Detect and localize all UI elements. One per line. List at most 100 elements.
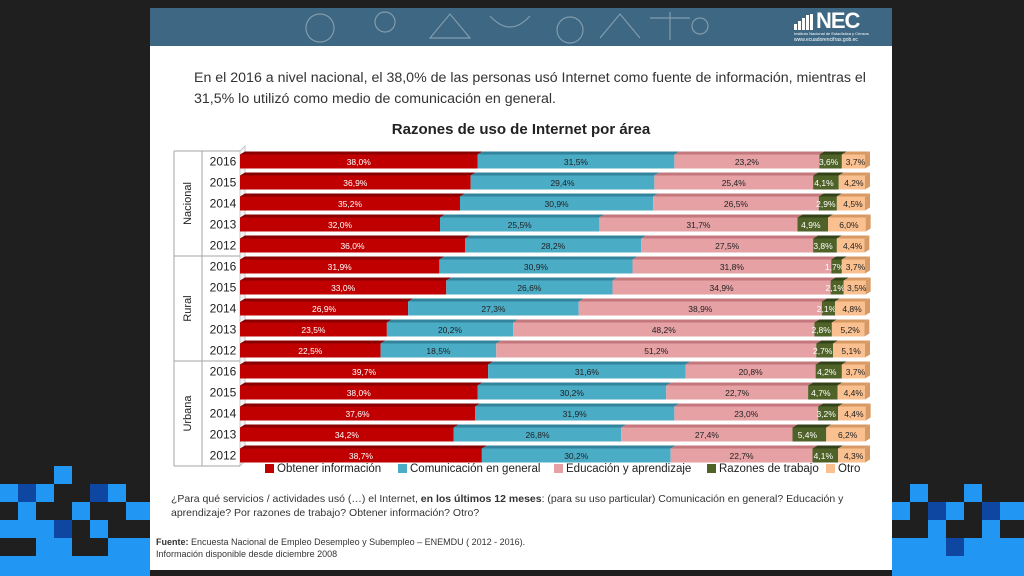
data-label: 4,1% — [814, 178, 834, 188]
bar-segment-top — [654, 172, 819, 176]
bar-segment — [814, 322, 832, 337]
data-label: 3,2% — [816, 409, 836, 419]
data-label: 2,8% — [811, 325, 831, 335]
data-label: 4,4% — [844, 409, 864, 419]
data-label: 31,8% — [720, 262, 745, 272]
bar-segment — [578, 301, 822, 316]
bar-segment — [641, 238, 814, 253]
data-label: 2,9% — [816, 199, 836, 209]
bar-segment — [470, 175, 655, 190]
bar-end-face — [865, 445, 870, 463]
data-label: 33,0% — [331, 283, 356, 293]
bar-segment-top — [578, 298, 827, 302]
bar-segment-top — [408, 298, 584, 302]
data-label: 22,5% — [298, 346, 323, 356]
year-tick-label: 2012 — [210, 239, 237, 253]
data-label: 31,7% — [686, 220, 711, 230]
bar-segment — [838, 175, 865, 190]
bar-segment-top — [815, 361, 847, 365]
bar-segment — [826, 427, 865, 442]
year-tick-label: 2016 — [210, 365, 237, 379]
bar-segment — [835, 301, 865, 316]
bar-end-face — [865, 340, 870, 358]
bar-end-face — [865, 277, 871, 295]
bar-segment-top — [833, 340, 870, 344]
legend-swatch — [554, 464, 563, 473]
data-label: 6,2% — [838, 430, 858, 440]
bar-segment-top — [836, 193, 870, 197]
bar-end-face — [865, 151, 870, 169]
bar-segment — [843, 280, 866, 295]
bar-segment — [240, 280, 447, 295]
bar-segment-top — [830, 277, 849, 281]
bar-segment-top — [808, 382, 843, 386]
bar-segment-top — [446, 277, 618, 281]
data-label: 4,2% — [844, 178, 864, 188]
bar-segment — [240, 175, 471, 190]
bar-segment — [380, 343, 497, 358]
bar-segment-top — [674, 151, 825, 155]
year-tick-label: 2014 — [210, 302, 237, 316]
data-label: 27,5% — [715, 241, 740, 251]
bar-segment — [240, 238, 465, 253]
bar-segment — [240, 154, 478, 169]
data-label: 5,2% — [840, 325, 860, 335]
legend-swatch — [707, 464, 716, 473]
legend-label: Obtener información — [277, 463, 381, 475]
data-label: 1,7% — [825, 262, 845, 272]
data-label: 26,6% — [517, 283, 542, 293]
logo-tagline: Instituto Nacional de Estadística y Cens… — [794, 31, 869, 36]
bar-end-face — [865, 256, 870, 274]
data-label: 30,2% — [564, 451, 589, 461]
bar-segment-top — [386, 319, 519, 323]
bar-segment — [599, 217, 798, 232]
bar-segment-top — [841, 256, 870, 260]
year-tick-label: 2016 — [210, 260, 237, 274]
data-label: 25,5% — [508, 220, 533, 230]
group-label-urbana: Urbana — [182, 395, 194, 432]
data-label: 26,9% — [312, 304, 337, 314]
bar-end-face — [864, 319, 870, 337]
bar-segment-top — [453, 424, 627, 428]
data-label: 31,9% — [563, 409, 588, 419]
bar-segment-top — [666, 382, 814, 386]
bar-segment — [792, 427, 827, 442]
data-label: 38,9% — [688, 304, 713, 314]
bar-segment-top — [475, 403, 680, 407]
bar-segment-top — [826, 424, 870, 428]
year-tick-label: 2014 — [210, 407, 237, 421]
bar-segment-top — [240, 445, 487, 449]
bar-end-face — [865, 193, 870, 211]
bar-segment-top — [814, 319, 837, 323]
data-label: 2,7% — [813, 346, 833, 356]
bar-segment-top — [513, 319, 820, 323]
bar-segment — [475, 406, 675, 421]
bar-segment — [240, 322, 387, 337]
group-label-rural: Rural — [182, 295, 194, 321]
bar-segment-top — [240, 193, 465, 197]
bar-segment-top — [818, 403, 844, 407]
bar-segment-top — [488, 361, 691, 365]
bar-segment — [818, 406, 839, 421]
bar-segment-top — [240, 361, 494, 365]
bar-segment-top — [439, 256, 638, 260]
bar-segment-top — [470, 172, 660, 176]
data-label: 3,7% — [846, 157, 866, 167]
data-label: 36,9% — [343, 178, 368, 188]
data-label: 28,2% — [541, 241, 566, 251]
bar-segment-top — [797, 214, 834, 218]
bar-segment — [813, 175, 839, 190]
data-label: 23,2% — [735, 157, 760, 167]
bar-end-face — [865, 424, 870, 442]
bar-segment — [674, 406, 819, 421]
data-label: 25,4% — [722, 178, 747, 188]
bar-segment — [836, 238, 865, 253]
bar-segment-top — [599, 214, 803, 218]
bar-end-face — [865, 214, 871, 232]
data-label: 38,0% — [347, 388, 372, 398]
bar-segment — [240, 385, 478, 400]
year-tick-label: 2013 — [210, 218, 237, 232]
bar-segment-top — [641, 235, 819, 239]
data-label: 26,8% — [525, 430, 550, 440]
data-label: 31,9% — [328, 262, 353, 272]
